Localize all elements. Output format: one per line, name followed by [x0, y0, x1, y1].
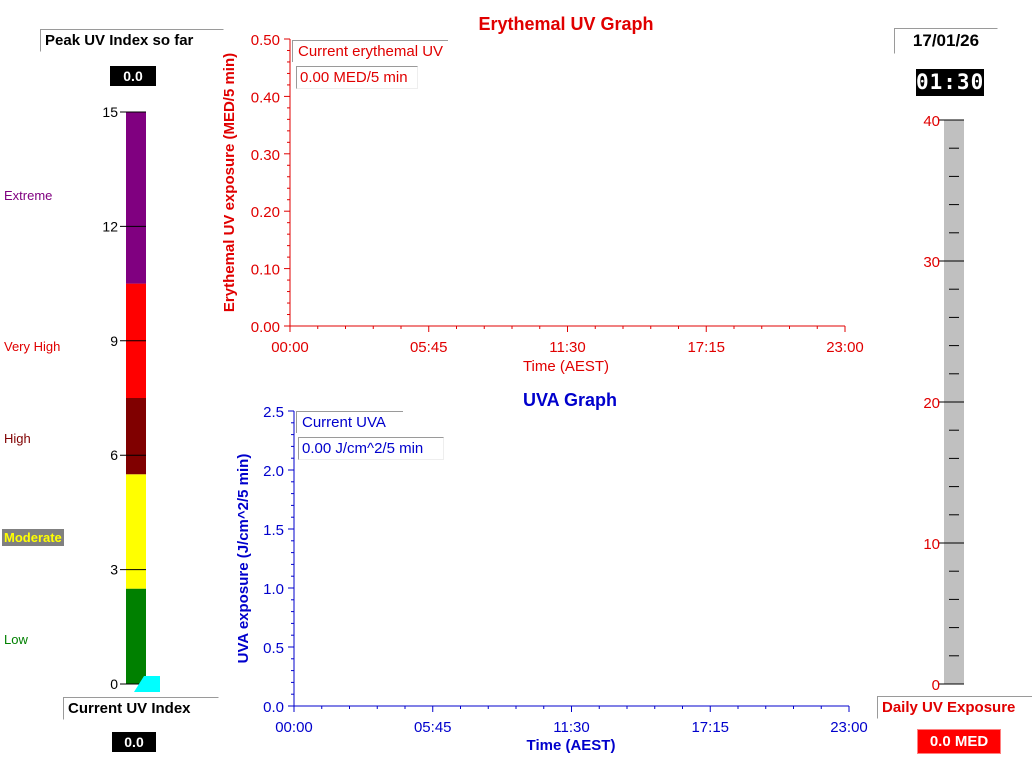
- erythemal-legend-value: 0.00 MED/5 min: [296, 66, 418, 89]
- y-axis-label: UVA exposure (J/cm^2/5 min): [235, 454, 252, 664]
- level-label-moderate: Moderate: [2, 529, 64, 546]
- gauge-tick-label: 20: [923, 395, 940, 412]
- y-tick-label: 1.5: [263, 522, 284, 539]
- clock-display: 01:30: [916, 69, 985, 96]
- y-axis-label: Erythemal UV exposure (MED/5 min): [221, 53, 238, 312]
- erythemal-legend-title: Current erythemal UV: [292, 40, 449, 62]
- x-tick-label: 00:00: [271, 339, 309, 356]
- uv-level-band-extreme: [126, 112, 146, 284]
- uv-current-pointer: [134, 676, 160, 692]
- gauge-tick-label: 40: [923, 113, 940, 130]
- daily-exposure-value: 0.0 MED: [917, 729, 1001, 754]
- uv-level-band-moderate: [126, 474, 146, 589]
- x-tick-label: 05:45: [414, 719, 452, 736]
- y-tick-label: 0.30: [251, 147, 280, 164]
- daily-exposure-label: Daily UV Exposure: [877, 696, 1032, 719]
- y-tick-label: 0.10: [251, 262, 280, 279]
- uv-scale-tick-label: 12: [102, 218, 118, 234]
- uv-scale-tick-label: 15: [102, 104, 118, 120]
- x-tick-label: 00:00: [275, 719, 313, 736]
- current-uv-label: Current UV Index: [63, 697, 219, 720]
- uv-scale-tick-label: 9: [110, 333, 118, 349]
- uv-scale-tick-label: 0: [110, 676, 118, 692]
- x-tick-label: 17:15: [691, 719, 729, 736]
- current-uv-value: 0.0: [112, 732, 156, 752]
- x-tick-label: 11:30: [553, 719, 589, 736]
- x-axis-label: Time (AEST): [527, 737, 616, 754]
- uva-legend-value: 0.00 J/cm^2/5 min: [298, 437, 444, 460]
- gauge-tick-label: 10: [923, 536, 940, 553]
- date-display: 17/01/26: [894, 28, 998, 54]
- y-tick-label: 0.20: [251, 204, 280, 221]
- peak-uv-value: 0.0: [110, 66, 156, 86]
- level-label-high: High: [4, 431, 31, 446]
- y-tick-label: 0.00: [251, 319, 280, 336]
- x-tick-label: 11:30: [549, 339, 585, 356]
- y-tick-label: 0.40: [251, 89, 280, 106]
- x-axis-label: Time (AEST): [523, 358, 609, 375]
- gauge-tick-label: 0: [932, 677, 940, 694]
- x-tick-label: 23:00: [826, 339, 864, 356]
- level-label-very-high: Very High: [4, 339, 61, 354]
- level-label-extreme: Extreme: [4, 188, 53, 203]
- y-tick-label: 0.0: [263, 699, 284, 716]
- x-tick-label: 23:00: [830, 719, 868, 736]
- uv-level-band-low: [126, 588, 146, 684]
- uv-scale-tick-label: 6: [110, 447, 118, 463]
- chart-title: UVA Graph: [523, 390, 617, 410]
- erythemal-legend: Current erythemal UV 0.00 MED/5 min: [292, 40, 452, 92]
- y-tick-label: 0.50: [251, 32, 280, 49]
- y-tick-label: 0.5: [263, 640, 284, 657]
- gauge-tick-label: 30: [923, 254, 940, 271]
- x-tick-label: 17:15: [687, 339, 725, 356]
- y-tick-label: 1.0: [263, 581, 284, 598]
- uva-legend-title: Current UVA: [296, 411, 403, 433]
- y-tick-label: 2.5: [263, 404, 284, 421]
- peak-uv-label: Peak UV Index so far: [40, 29, 224, 52]
- x-tick-label: 05:45: [410, 339, 448, 356]
- level-label-low: Low: [4, 632, 28, 647]
- y-tick-label: 2.0: [263, 463, 284, 480]
- uv-scale-tick-label: 3: [110, 562, 118, 578]
- uva-legend: Current UVA 0.00 J/cm^2/5 min: [296, 411, 456, 467]
- chart-title: Erythemal UV Graph: [478, 14, 653, 34]
